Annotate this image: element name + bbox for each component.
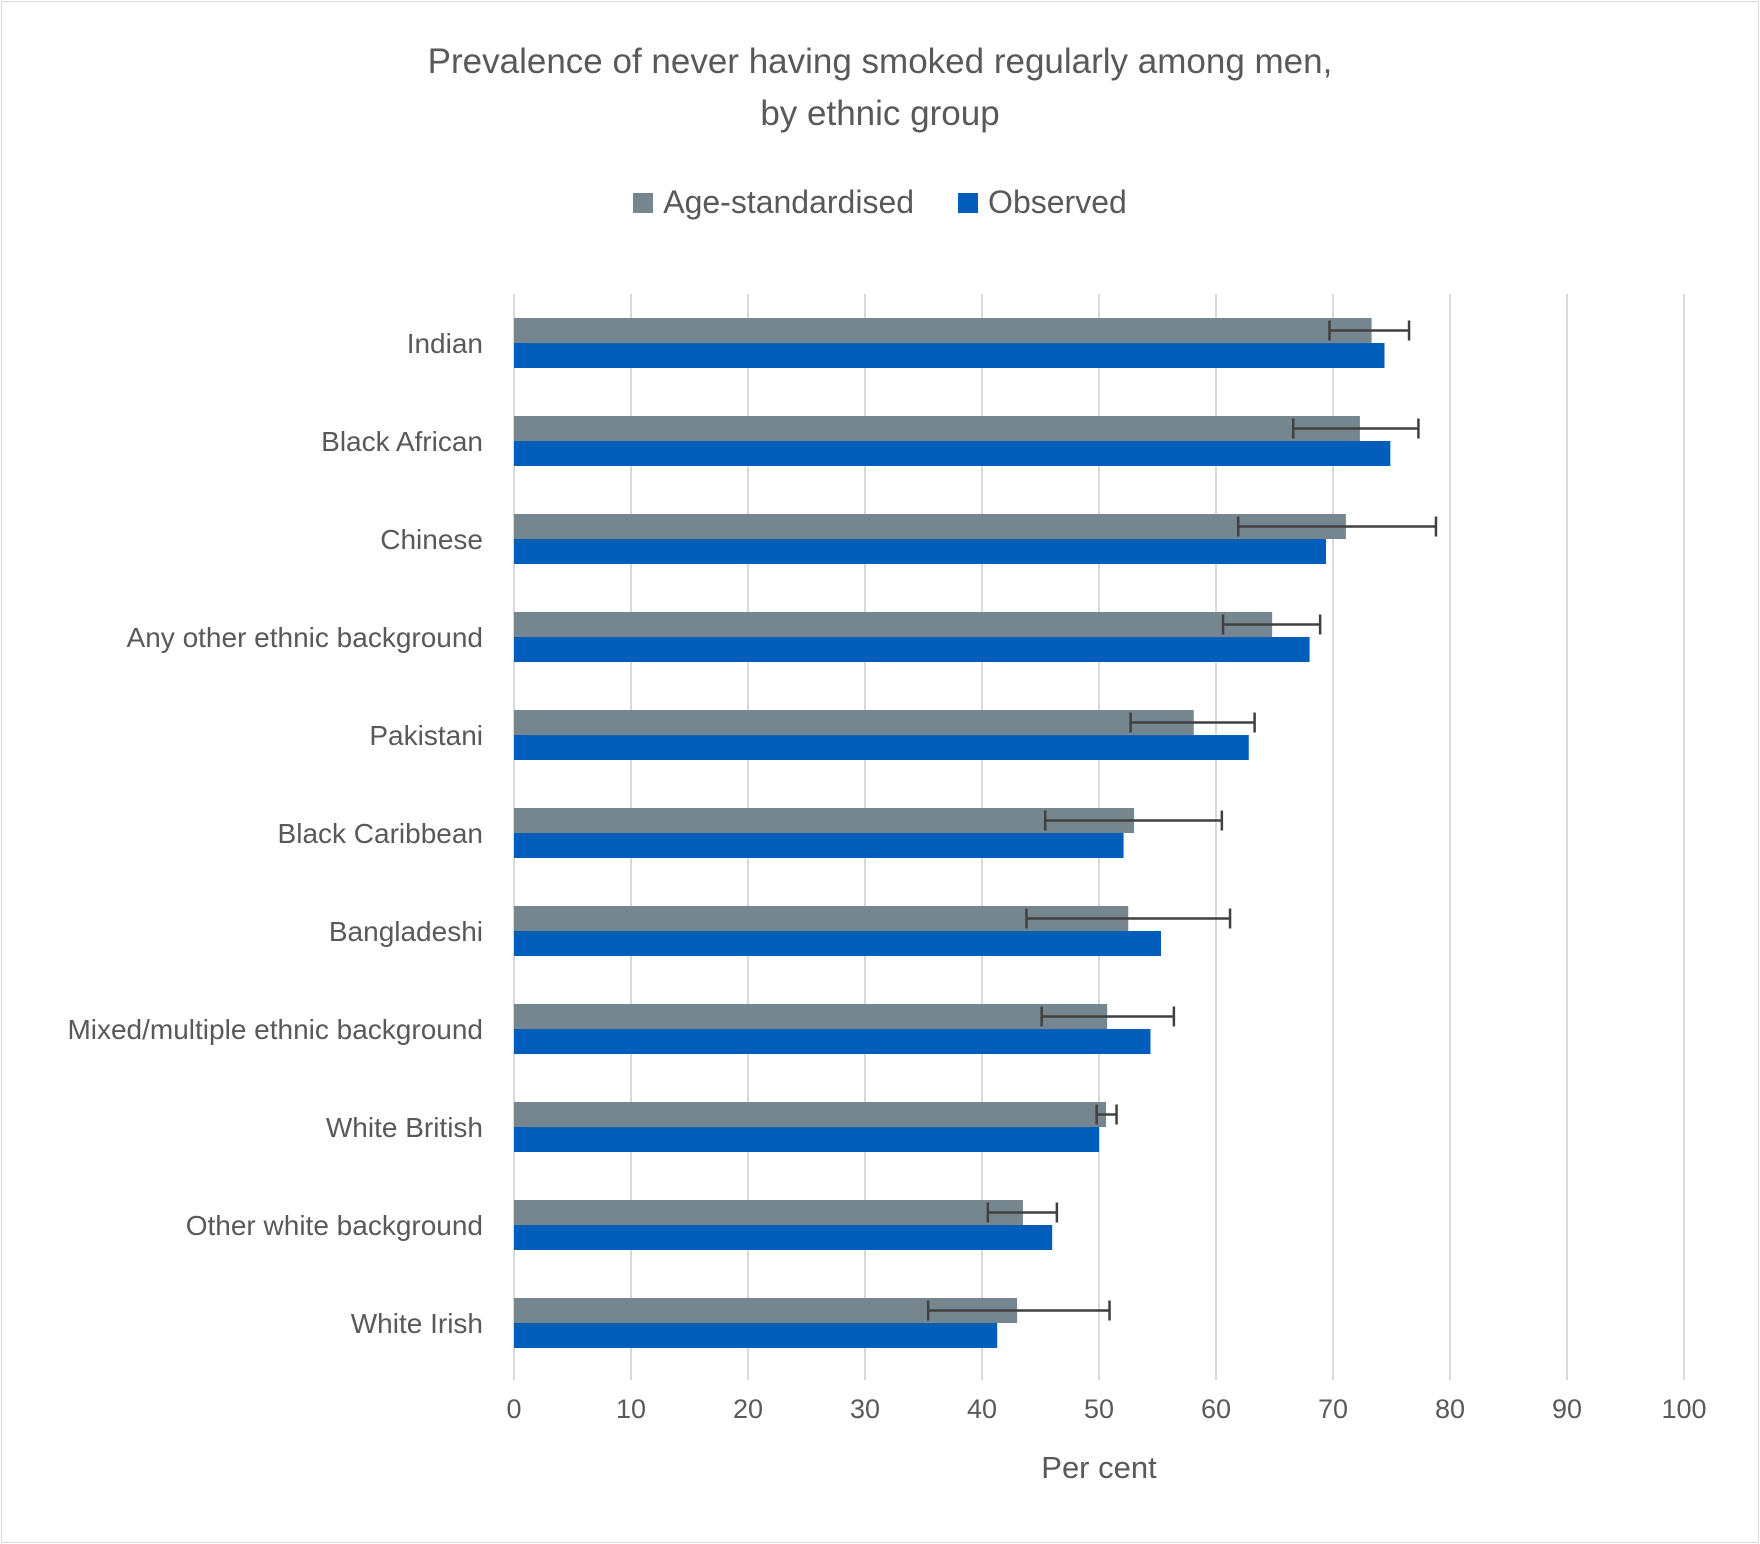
bar-age-standardised-white-british — [514, 1102, 1107, 1127]
category-label-any-other-ethnic-background: Any other ethnic background — [127, 622, 483, 653]
error-bar-mixed-multiple-ethnic-background — [1040, 1006, 1176, 1027]
bar-age-standardised-indian — [514, 318, 1372, 343]
bar-observed-bangladeshi — [514, 931, 1162, 956]
legend-label-observed: Observed — [988, 184, 1127, 220]
chart-title: Prevalence of never having smoked regula… — [0, 36, 1760, 140]
bar-age-standardised-other-white-background — [514, 1200, 1023, 1225]
bar-observed-white-british — [514, 1127, 1099, 1152]
x-tick-label-20: 20 — [733, 1394, 763, 1424]
error-bar-pakistani — [1129, 712, 1256, 733]
legend: Age-standardised Observed — [0, 184, 1760, 221]
error-bar-white-british — [1095, 1104, 1118, 1125]
x-axis-title: Per cent — [1041, 1450, 1157, 1485]
category-label-white-irish: White Irish — [351, 1308, 483, 1339]
legend-label-age-standardised: Age-standardised — [663, 184, 915, 220]
x-tick-label-100: 100 — [1661, 1394, 1706, 1424]
chart-title-line-2: by ethnic group — [760, 94, 1000, 133]
error-bars — [926, 320, 1438, 1321]
x-tick-label-10: 10 — [616, 1394, 646, 1424]
legend-item-observed: Observed — [958, 184, 1127, 221]
bar-observed-other-white-background — [514, 1225, 1053, 1250]
category-label-bangladeshi: Bangladeshi — [329, 916, 483, 947]
bars — [514, 318, 1391, 1348]
category-label-other-white-background: Other white background — [186, 1210, 483, 1241]
category-label-indian: Indian — [407, 328, 483, 359]
error-bar-white-irish — [926, 1300, 1111, 1321]
error-bar-other-white-background — [986, 1202, 1059, 1223]
error-bar-bangladeshi — [1025, 908, 1232, 929]
bar-observed-any-other-ethnic-background — [514, 637, 1310, 662]
error-bar-indian — [1328, 320, 1411, 341]
bar-age-standardised-pakistani — [514, 710, 1194, 735]
x-tick-label-50: 50 — [1084, 1394, 1114, 1424]
category-labels: Indian Black African Chinese Any other ethn… — [67, 328, 483, 1339]
x-tick-label-40: 40 — [967, 1394, 997, 1424]
legend-swatch-observed — [958, 192, 979, 213]
category-label-white-british: White British — [326, 1112, 483, 1143]
bar-observed-pakistani — [514, 735, 1249, 760]
bar-observed-black-caribbean — [514, 833, 1124, 858]
bar-observed-black-african — [514, 441, 1391, 466]
bar-age-standardised-any-other-ethnic-background — [514, 612, 1273, 637]
category-label-mixed-multiple-ethnic-background: Mixed/multiple ethnic background — [67, 1014, 483, 1045]
category-label-pakistani: Pakistani — [369, 720, 483, 751]
category-label-black-african: Black African — [321, 426, 483, 457]
bar-observed-mixed-multiple-ethnic-background — [514, 1029, 1151, 1054]
bar-observed-indian — [514, 343, 1385, 368]
x-tick-labels: 0 10 20 30 40 50 60 70 80 90 100 — [506, 1394, 1706, 1424]
x-tick-label-90: 90 — [1552, 1394, 1582, 1424]
error-bar-chinese — [1236, 516, 1438, 537]
bar-observed-chinese — [514, 539, 1326, 564]
error-bar-black-african — [1291, 418, 1420, 439]
bar-observed-white-irish — [514, 1323, 998, 1348]
category-label-chinese: Chinese — [380, 524, 483, 555]
x-tick-label-60: 60 — [1201, 1394, 1231, 1424]
x-tick-label-80: 80 — [1435, 1394, 1465, 1424]
bar-age-standardised-chinese — [514, 514, 1346, 539]
category-label-black-caribbean: Black Caribbean — [278, 818, 483, 849]
error-bar-black-caribbean — [1043, 810, 1224, 831]
legend-swatch-age-standardised — [633, 192, 654, 213]
bar-age-standardised-black-african — [514, 416, 1360, 441]
legend-item-age-standardised: Age-standardised — [633, 184, 914, 221]
x-tick-label-30: 30 — [850, 1394, 880, 1424]
x-tick-label-70: 70 — [1318, 1394, 1348, 1424]
chart-title-line-1: Prevalence of never having smoked regula… — [427, 42, 1333, 81]
error-bar-any-other-ethnic-background — [1221, 614, 1322, 635]
bar-age-standardised-mixed-multiple-ethnic-background — [514, 1004, 1108, 1029]
x-tick-label-0: 0 — [506, 1394, 521, 1424]
bar-age-standardised-black-caribbean — [514, 808, 1135, 833]
